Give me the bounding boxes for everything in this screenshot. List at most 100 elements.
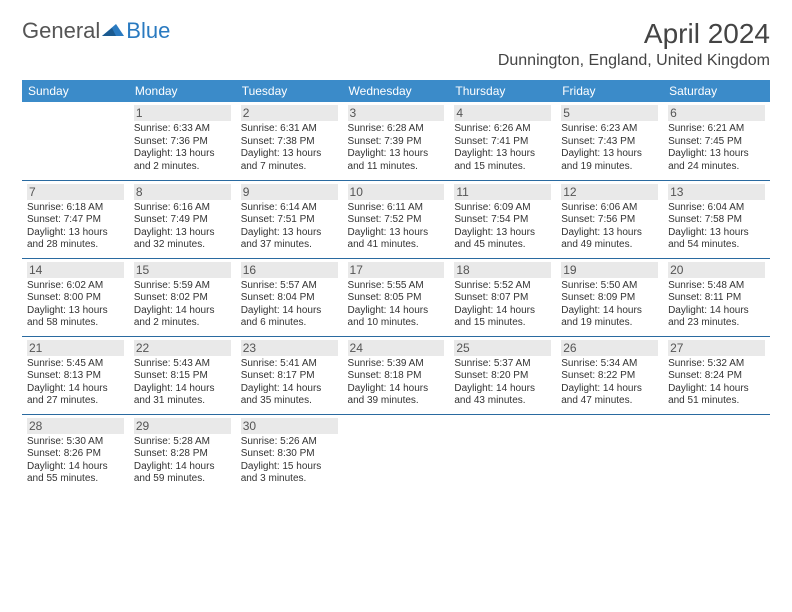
calendar-day-cell: 10 Sunrise: 6:11 AMSunset: 7:52 PMDayligh… (343, 180, 450, 258)
sunset-text: Sunset: 8:15 PM (134, 370, 231, 383)
day-number: 22 (134, 340, 231, 356)
sunrise-text: Sunrise: 6:09 AM (454, 202, 551, 215)
sunrise-text: Sunrise: 5:39 AM (348, 358, 445, 371)
daylight-text: Daylight: 14 hours and 35 minutes. (241, 383, 338, 408)
calendar-day-cell: 11Sunrise: 6:09 AMSunset: 7:54 PMDayligh… (449, 180, 556, 258)
day-info: Sunrise: 5:52 AMSunset: 8:07 PMDaylight:… (454, 280, 551, 330)
day-info: Sunrise: 5:50 AMSunset: 8:09 PMDaylight:… (561, 280, 658, 330)
calendar-day-cell: 26Sunrise: 5:34 AMSunset: 8:22 PMDayligh… (556, 336, 663, 414)
daylight-text: Daylight: 14 hours and 47 minutes. (561, 383, 658, 408)
sunset-text: Sunset: 8:09 PM (561, 292, 658, 305)
sunrise-text: Sunrise: 6:31 AM (241, 123, 338, 136)
daylight-text: Daylight: 14 hours and 51 minutes. (668, 383, 765, 408)
sunset-text: Sunset: 8:22 PM (561, 370, 658, 383)
day-header: Wednesday (343, 80, 450, 102)
calendar-day-cell: 9 Sunrise: 6:14 AMSunset: 7:51 PMDaylight… (236, 180, 343, 258)
sunset-text: Sunset: 7:47 PM (27, 214, 124, 227)
day-number: 21 (27, 340, 124, 356)
daylight-text: Daylight: 13 hours and 41 minutes. (348, 227, 445, 252)
daylight-text: Daylight: 14 hours and 15 minutes. (454, 305, 551, 330)
sunrise-text: Sunrise: 5:30 AM (27, 436, 124, 449)
calendar-week-row: 28Sunrise: 5:30 AMSunset: 8:26 PMDayligh… (22, 414, 770, 492)
day-info: Sunrise: 6:06 AMSunset: 7:56 PMDaylight:… (561, 202, 658, 252)
day-info: Sunrise: 6:04 AMSunset: 7:58 PMDaylight:… (668, 202, 765, 252)
calendar-day-cell: 6Sunrise: 6:21 AMSunset: 7:45 PMDaylight… (663, 102, 770, 180)
daylight-text: Daylight: 14 hours and 10 minutes. (348, 305, 445, 330)
daylight-text: Daylight: 14 hours and 6 minutes. (241, 305, 338, 330)
sunrise-text: Sunrise: 5:57 AM (241, 280, 338, 293)
sunset-text: Sunset: 8:30 PM (241, 448, 338, 461)
day-number: 30 (241, 418, 338, 434)
day-number: 12 (561, 184, 658, 200)
calendar-day-cell (22, 102, 129, 180)
daylight-text: Daylight: 14 hours and 39 minutes. (348, 383, 445, 408)
day-info: Sunrise: 5:32 AMSunset: 8:24 PMDaylight:… (668, 358, 765, 408)
daylight-text: Daylight: 13 hours and 54 minutes. (668, 227, 765, 252)
logo: General Blue (22, 18, 170, 44)
sunset-text: Sunset: 7:36 PM (134, 136, 231, 149)
calendar-day-cell: 17Sunrise: 5:55 AMSunset: 8:05 PMDayligh… (343, 258, 450, 336)
daylight-text: Daylight: 14 hours and 27 minutes. (27, 383, 124, 408)
daylight-text: Daylight: 13 hours and 11 minutes. (348, 148, 445, 173)
day-header: Friday (556, 80, 663, 102)
day-info: Sunrise: 5:28 AMSunset: 8:28 PMDaylight:… (134, 436, 231, 486)
day-number: 24 (348, 340, 445, 356)
sunset-text: Sunset: 7:56 PM (561, 214, 658, 227)
calendar-day-cell: 4Sunrise: 6:26 AMSunset: 7:41 PMDaylight… (449, 102, 556, 180)
daylight-text: Daylight: 13 hours and 15 minutes. (454, 148, 551, 173)
daylight-text: Daylight: 13 hours and 24 minutes. (668, 148, 765, 173)
calendar-week-row: 7Sunrise: 6:18 AMSunset: 7:47 PMDaylight… (22, 180, 770, 258)
day-number: 18 (454, 262, 551, 278)
sunset-text: Sunset: 7:58 PM (668, 214, 765, 227)
sunset-text: Sunset: 8:07 PM (454, 292, 551, 305)
month-title: April 2024 (498, 18, 770, 50)
sunrise-text: Sunrise: 5:52 AM (454, 280, 551, 293)
sunset-text: Sunset: 7:51 PM (241, 214, 338, 227)
sunrise-text: Sunrise: 6:06 AM (561, 202, 658, 215)
calendar-day-cell: 19Sunrise: 5:50 AMSunset: 8:09 PMDayligh… (556, 258, 663, 336)
daylight-text: Daylight: 13 hours and 2 minutes. (134, 148, 231, 173)
sunrise-text: Sunrise: 5:43 AM (134, 358, 231, 371)
daylight-text: Daylight: 13 hours and 37 minutes. (241, 227, 338, 252)
day-info: Sunrise: 5:37 AMSunset: 8:20 PMDaylight:… (454, 358, 551, 408)
sunrise-text: Sunrise: 6:16 AM (134, 202, 231, 215)
sunrise-text: Sunrise: 5:28 AM (134, 436, 231, 449)
sunset-text: Sunset: 7:45 PM (668, 136, 765, 149)
day-info: Sunrise: 6:18 AMSunset: 7:47 PMDaylight:… (27, 202, 124, 252)
daylight-text: Daylight: 14 hours and 2 minutes. (134, 305, 231, 330)
sunset-text: Sunset: 7:49 PM (134, 214, 231, 227)
calendar-day-cell: 8Sunrise: 6:16 AMSunset: 7:49 PMDaylight… (129, 180, 236, 258)
daylight-text: Daylight: 13 hours and 7 minutes. (241, 148, 338, 173)
title-block: April 2024 Dunnington, England, United K… (498, 18, 770, 70)
sunrise-text: Sunrise: 5:32 AM (668, 358, 765, 371)
day-number: 10 (348, 184, 445, 200)
day-info: Sunrise: 6:16 AMSunset: 7:49 PMDaylight:… (134, 202, 231, 252)
sunset-text: Sunset: 8:18 PM (348, 370, 445, 383)
calendar-day-cell (663, 414, 770, 492)
sunrise-text: Sunrise: 5:37 AM (454, 358, 551, 371)
sunset-text: Sunset: 7:52 PM (348, 214, 445, 227)
day-info: Sunrise: 5:48 AMSunset: 8:11 PMDaylight:… (668, 280, 765, 330)
calendar-day-cell: 13Sunrise: 6:04 AMSunset: 7:58 PMDayligh… (663, 180, 770, 258)
daylight-text: Daylight: 13 hours and 45 minutes. (454, 227, 551, 252)
day-number: 9 (241, 184, 338, 200)
sunrise-text: Sunrise: 6:11 AM (348, 202, 445, 215)
calendar-day-cell: 24 Sunrise: 5:39 AMSunset: 8:18 PMDayligh… (343, 336, 450, 414)
day-info: Sunrise: 6:31 AMSunset: 7:38 PMDaylight:… (241, 123, 338, 173)
sunrise-text: Sunrise: 6:14 AM (241, 202, 338, 215)
daylight-text: Daylight: 13 hours and 32 minutes. (134, 227, 231, 252)
sunset-text: Sunset: 7:43 PM (561, 136, 658, 149)
header: General Blue April 2024 Dunnington, Engl… (22, 18, 770, 70)
sunset-text: Sunset: 8:26 PM (27, 448, 124, 461)
sunset-text: Sunset: 7:41 PM (454, 136, 551, 149)
calendar-day-cell: 14Sunrise: 6:02 AMSunset: 8:00 PMDayligh… (22, 258, 129, 336)
day-info: Sunrise: 5:30 AMSunset: 8:26 PMDaylight:… (27, 436, 124, 486)
calendar-day-cell (449, 414, 556, 492)
day-info: Sunrise: 5:45 AMSunset: 8:13 PMDaylight:… (27, 358, 124, 408)
sunset-text: Sunset: 8:02 PM (134, 292, 231, 305)
sunrise-text: Sunrise: 5:59 AM (134, 280, 231, 293)
daylight-text: Daylight: 13 hours and 28 minutes. (27, 227, 124, 252)
sunrise-text: Sunrise: 6:21 AM (668, 123, 765, 136)
day-header: Thursday (449, 80, 556, 102)
sunset-text: Sunset: 8:20 PM (454, 370, 551, 383)
